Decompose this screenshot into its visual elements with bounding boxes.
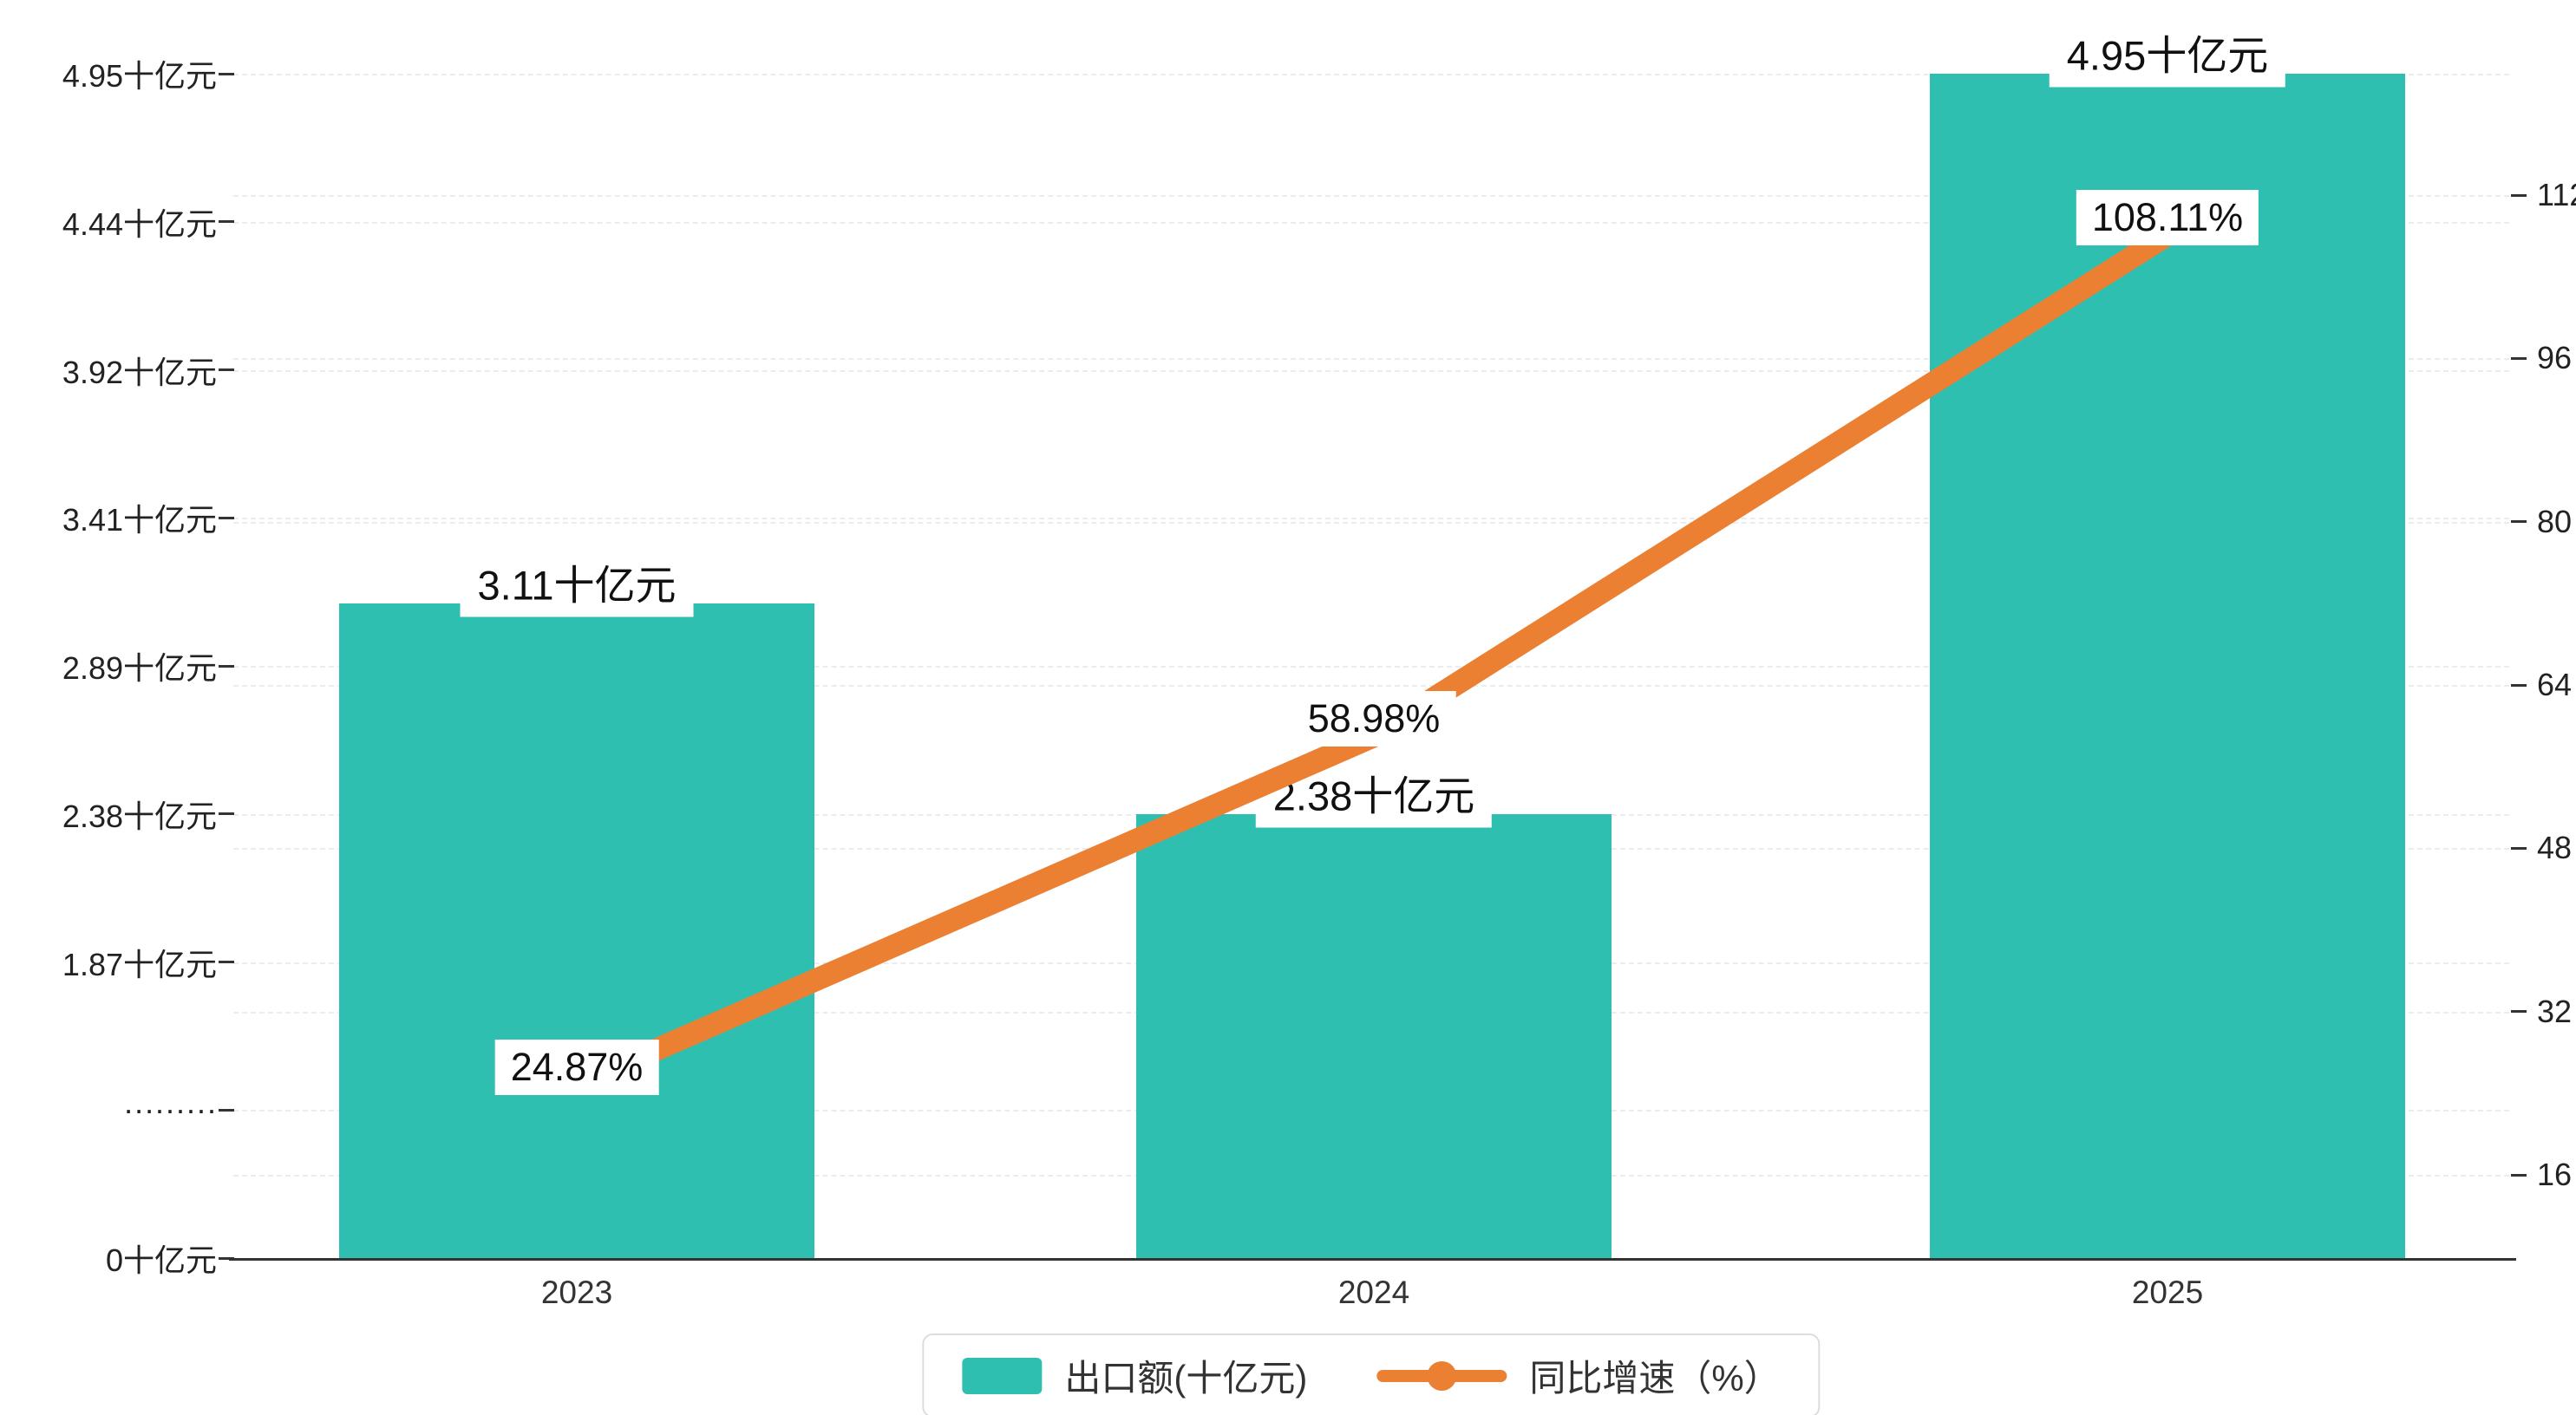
bar-series-swatch: [962, 1357, 1043, 1394]
legend-item-bar: 出口额(十亿元): [962, 1349, 1307, 1402]
right-axis-tick: [2511, 193, 2527, 197]
bar-2024: [1136, 813, 1612, 1258]
right-axis-tick-label: 112: [2537, 177, 2576, 212]
grid-line: [233, 74, 2509, 75]
left-axis-tick-label: 4.44十亿元: [62, 205, 217, 242]
left-axis-tick: [219, 1256, 234, 1260]
line-series-swatch: [1376, 1360, 1507, 1391]
left-axis-tick-label: 1.87十亿元: [62, 946, 217, 982]
left-axis-tick: [219, 961, 234, 963]
bar-value-label: 4.95十亿元: [2049, 16, 2286, 88]
right-axis-tick: [2511, 846, 2527, 850]
grid-line: [233, 685, 2509, 687]
x-axis-label-2025: 2025: [2131, 1275, 2204, 1310]
grid-line: [233, 221, 2509, 224]
left-axis-tick-label: 3.41十亿元: [62, 502, 217, 538]
left-axis-tick-label: ·········: [123, 1092, 217, 1128]
growth-point-label: 108.11%: [2076, 189, 2259, 245]
x-axis-label-2024: 2024: [1337, 1275, 1410, 1310]
x-axis-label-2023: 2023: [540, 1275, 613, 1310]
left-axis-tick-label: 3.92十亿元: [62, 354, 217, 390]
left-axis-tick: [219, 368, 234, 371]
left-axis-tick: [219, 220, 234, 224]
grid-line: [233, 521, 2509, 524]
grid-line: [233, 358, 2509, 361]
growth-point-label: 58.98%: [1291, 691, 1456, 747]
left-axis-tick-label: 2.38十亿元: [62, 798, 217, 834]
left-axis-tick: [219, 664, 234, 668]
line-series-dot-icon: [1427, 1360, 1457, 1391]
left-axis-tick: [219, 516, 234, 519]
grid-line: [233, 369, 2509, 372]
grid-line: [233, 195, 2509, 197]
legend-item-line: 同比增速（%）: [1376, 1349, 1781, 1402]
right-axis-tick-label: 96: [2537, 340, 2573, 376]
right-axis-tick: [2511, 1010, 2527, 1014]
left-axis-tick: [219, 1108, 234, 1112]
right-axis-tick-label: 32: [2537, 993, 2573, 1029]
right-axis-tick-label: 48: [2537, 830, 2573, 866]
bar-value-label: 3.11十亿元: [460, 546, 694, 617]
legend: 出口额(十亿元) 同比增速（%）: [922, 1333, 1821, 1415]
right-axis-tick-label: 64: [2537, 667, 2573, 702]
right-axis-tick-label: 80: [2537, 503, 2573, 539]
right-axis-tick: [2511, 520, 2527, 524]
left-axis-tick-label: 4.95十亿元: [62, 58, 217, 94]
grid-line: [233, 666, 2509, 668]
right-axis-tick: [2511, 1173, 2527, 1177]
bar-2025: [1930, 74, 2405, 1258]
left-axis-tick: [219, 72, 234, 75]
legend-label-line: 同比增速（%）: [1529, 1358, 1781, 1399]
bar-2023: [339, 603, 814, 1258]
grid-line: [233, 518, 2509, 520]
x-axis-line: [229, 1258, 2516, 1261]
left-axis-tick-label: 2.89十亿元: [62, 650, 217, 686]
legend-label-bar: 出口额(十亿元): [1064, 1358, 1308, 1399]
left-axis-tick-label: 0十亿元: [105, 1242, 217, 1278]
right-axis-tick: [2511, 356, 2527, 360]
right-axis-tick-label: 16: [2537, 1157, 2573, 1192]
right-axis-tick: [2511, 683, 2527, 687]
left-axis-tick: [219, 812, 234, 816]
growth-point-label: 24.87%: [494, 1039, 659, 1095]
